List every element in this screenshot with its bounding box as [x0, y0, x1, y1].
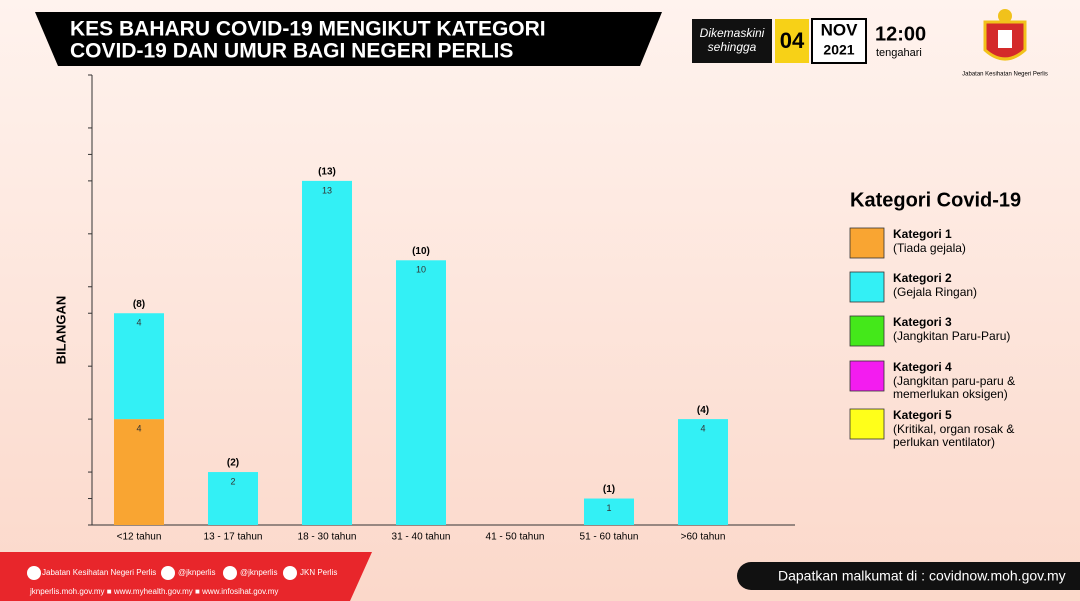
total-label: (1): [603, 484, 615, 495]
segment-label: 13: [322, 185, 332, 195]
total-label: (4): [697, 405, 709, 416]
bar-segment: [302, 180, 352, 525]
logo: [983, 9, 1027, 61]
time-note: tengahari: [876, 47, 922, 59]
social-link: Jabatan Kesihatan Negeri Perlis: [42, 568, 156, 577]
total-label: (13): [318, 167, 336, 178]
legend-label: Kategori 4: [893, 360, 952, 374]
x-tick-label: <12 tahun: [117, 532, 162, 543]
info-text: Dapatkan malkumat di : covidnow.moh.gov.…: [778, 568, 1066, 584]
day: 04: [780, 28, 805, 53]
legend-description: (Jangkitan Paru-Paru): [893, 329, 1010, 343]
legend-title: Kategori Covid-19: [850, 189, 1021, 211]
icon: [283, 566, 297, 580]
month-box: [811, 18, 867, 64]
social-link: @jknperlis: [178, 568, 215, 577]
legend-label: Kategori 2: [893, 271, 952, 285]
x-tick-label: >60 tahun: [681, 532, 726, 543]
y-axis-label: BILANGAN: [53, 296, 68, 365]
legend-swatch: [849, 360, 885, 392]
title-banner: [35, 12, 662, 66]
legend-swatch: [849, 227, 885, 259]
social-link: @jknperlis: [240, 568, 277, 577]
segment-label: 4: [700, 423, 705, 433]
bar-segment: [208, 472, 258, 525]
time: 12:00: [875, 23, 926, 45]
icon: [27, 566, 41, 580]
legend-description: (Jangkitan paru-paru &: [893, 374, 1015, 388]
year: 2021: [823, 42, 854, 58]
day-box: [775, 19, 809, 63]
legend-label: Kategori 3: [893, 315, 952, 329]
title-line: KES BAHARU COVID-19 MENGIKUT KATEGORI: [70, 18, 546, 41]
legend-swatch: [849, 315, 885, 347]
x-tick-label: 31 - 40 tahun: [392, 532, 451, 543]
x-tick-label: 13 - 17 tahun: [204, 532, 263, 543]
total-label: (2): [227, 458, 239, 469]
legend-swatch: [849, 408, 885, 440]
websites: jknperlis.moh.gov.my ■ www.myhealth.gov.…: [29, 587, 278, 596]
segment-label: 2: [230, 476, 235, 486]
social-link: JKN Perlis: [300, 568, 337, 577]
footer-banner: [0, 552, 372, 601]
updated-label: Dikemaskini: [700, 26, 765, 40]
x-tick-label: 18 - 30 tahun: [298, 532, 357, 543]
x-tick-label: 51 - 60 tahun: [580, 532, 639, 543]
segment-label: 10: [416, 265, 426, 275]
legend-description: memerlukan oksigen): [893, 387, 1008, 401]
bar-segment: [114, 313, 164, 420]
legend-description: (Tiada gejala): [893, 241, 966, 255]
segment-label: 4: [136, 318, 141, 328]
icon: [223, 566, 237, 580]
legend-description: perlukan ventilator): [893, 435, 995, 449]
legend-description: (Gejala Ringan): [893, 285, 977, 299]
bar-segment: [678, 419, 728, 525]
icon: [161, 566, 175, 580]
updated-label: sehingga: [708, 40, 757, 54]
title-line: COVID-19 DAN UMUR BAGI NEGERI PERLIS: [70, 40, 513, 63]
info-pill: [737, 562, 1080, 590]
segment-label: 4: [136, 423, 141, 433]
updated-box: [692, 19, 772, 63]
logo-caption: Jabatan Kesihatan Negeri Perlis: [962, 72, 1048, 78]
legend-label: Kategori 1: [893, 227, 952, 241]
segment-label: 1: [606, 503, 611, 513]
bar-segment: [584, 498, 634, 525]
total-label: (10): [412, 246, 430, 257]
bar-segment: [114, 419, 164, 525]
total-label: (8): [133, 299, 145, 310]
x-tick-label: 41 - 50 tahun: [486, 532, 545, 543]
legend-label: Kategori 5: [893, 408, 952, 422]
legend-swatch: [849, 271, 885, 303]
bar-segment: [396, 260, 446, 525]
month: NOV: [821, 20, 859, 39]
legend-description: (Kritikal, organ rosak &: [893, 422, 1014, 436]
